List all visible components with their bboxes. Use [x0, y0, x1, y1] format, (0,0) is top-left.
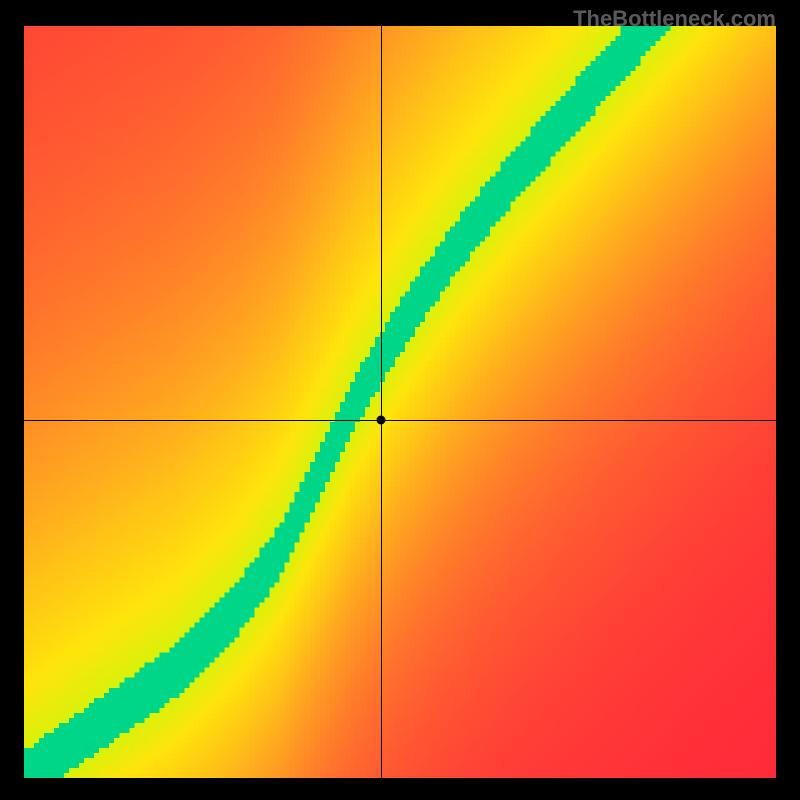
heatmap-canvas — [24, 26, 776, 778]
crosshair-vertical — [381, 26, 382, 778]
chart-container: TheBottleneck.com — [0, 0, 800, 800]
crosshair-horizontal — [24, 420, 776, 421]
selection-marker — [377, 416, 386, 425]
watermark-text: TheBottleneck.com — [573, 6, 776, 32]
plot-area — [24, 26, 776, 778]
